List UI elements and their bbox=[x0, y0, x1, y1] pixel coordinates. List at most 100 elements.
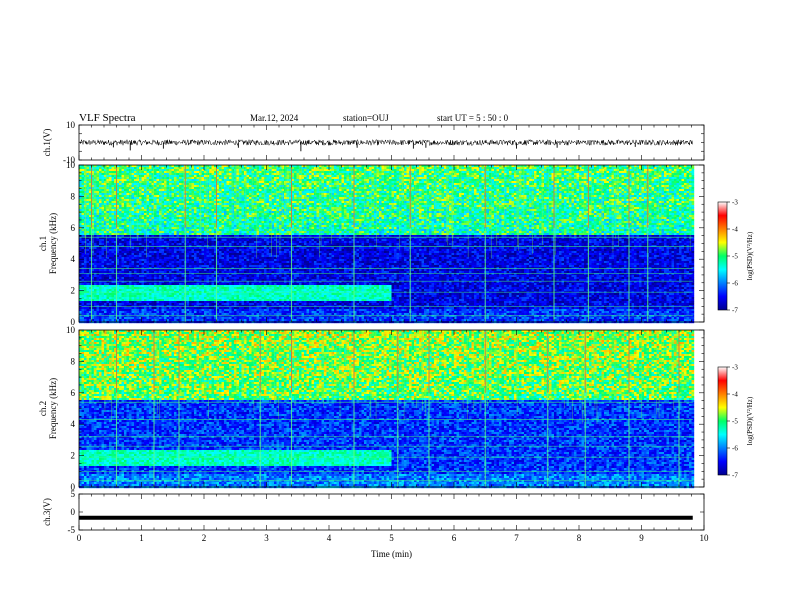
spectrogram-cell bbox=[101, 311, 105, 314]
spectrogram-cell bbox=[196, 319, 200, 322]
spectrogram-cell bbox=[96, 191, 100, 194]
spectrogram-cell bbox=[161, 267, 165, 270]
spectrogram-cell bbox=[176, 319, 180, 322]
spectrogram-cell bbox=[104, 255, 107, 258]
spectrogram-cell bbox=[231, 217, 235, 220]
spectrogram-cell bbox=[176, 247, 180, 250]
spectrogram-cell bbox=[186, 285, 190, 288]
spectrogram-cell bbox=[91, 313, 95, 316]
spectrogram-cell bbox=[131, 265, 135, 268]
spectrogram-cell bbox=[191, 237, 195, 240]
spectrogram-cell bbox=[84, 315, 87, 318]
spectrogram-cell bbox=[221, 167, 225, 170]
spectrogram-cell bbox=[159, 241, 162, 244]
spectrogram-cell bbox=[159, 253, 162, 256]
spectrogram-cell bbox=[101, 239, 105, 242]
spectrogram-cell bbox=[104, 199, 107, 202]
spectrogram-cell bbox=[166, 183, 170, 186]
spectrogram-cell bbox=[116, 275, 120, 278]
spectrogram-cell bbox=[226, 287, 230, 290]
spectrogram-cell bbox=[111, 209, 115, 212]
spectrogram-cell bbox=[109, 209, 112, 212]
spectrogram-cell bbox=[111, 213, 115, 216]
spectrogram-cell bbox=[151, 253, 155, 256]
spectrogram-cell bbox=[214, 269, 217, 272]
spectrogram-cell bbox=[181, 237, 185, 240]
spectrogram-cell bbox=[146, 227, 150, 230]
spectrogram-cell bbox=[226, 241, 230, 244]
spectrogram-cell bbox=[164, 319, 167, 322]
spectrogram-cell bbox=[229, 211, 232, 214]
spectrogram-cell bbox=[79, 237, 82, 240]
spectrogram-cell bbox=[176, 249, 180, 252]
spectrogram-cell bbox=[114, 245, 117, 248]
spectrogram-cell bbox=[91, 311, 95, 314]
spectrogram-cell bbox=[99, 189, 102, 192]
spectrogram-cell bbox=[204, 295, 207, 298]
spectrogram-cell bbox=[186, 315, 190, 318]
spectrogram-cell bbox=[136, 193, 140, 196]
spectrogram-cell bbox=[171, 179, 175, 182]
spectrogram-cell bbox=[169, 279, 172, 282]
spectrogram-cell bbox=[116, 225, 120, 228]
spectrogram-cell bbox=[144, 287, 147, 290]
spectrogram-cell bbox=[211, 205, 215, 208]
spectrogram-cell bbox=[116, 265, 120, 268]
spectrogram-cell bbox=[189, 211, 192, 214]
spectrogram-cell bbox=[109, 319, 112, 322]
spectrogram-cell bbox=[141, 191, 145, 194]
spectrogram-cell bbox=[214, 267, 217, 270]
spectrogram-cell bbox=[116, 285, 120, 288]
spectrogram-cell bbox=[211, 213, 215, 216]
spectrogram-cell bbox=[201, 315, 205, 318]
spectrogram-cell bbox=[191, 207, 195, 210]
spectrogram-cell bbox=[126, 223, 130, 226]
spectrogram-cell bbox=[181, 187, 185, 190]
spectrogram-cell bbox=[139, 243, 142, 246]
spectrogram-cell bbox=[209, 215, 212, 218]
spectrogram-cell bbox=[219, 241, 222, 244]
spectrogram-cell bbox=[119, 191, 122, 194]
spectrogram-cell bbox=[181, 243, 185, 246]
spectrogram-cell bbox=[204, 265, 207, 268]
spectrogram-cell bbox=[119, 171, 122, 174]
spectrogram-cell bbox=[181, 315, 185, 318]
spectrogram-cell bbox=[141, 287, 145, 290]
spectrogram-cell bbox=[101, 175, 105, 178]
spectrogram-cell bbox=[154, 261, 157, 264]
spectrogram-cell bbox=[211, 265, 215, 268]
spectrogram-cell bbox=[201, 223, 205, 226]
spectrogram-cell bbox=[111, 289, 115, 292]
spectrogram-cell bbox=[179, 229, 182, 232]
spectrogram-cell bbox=[146, 241, 150, 244]
spectrogram-cell bbox=[214, 299, 217, 302]
spectrogram-cell bbox=[216, 301, 220, 304]
spectrogram-cell bbox=[151, 247, 155, 250]
spectrogram-cell bbox=[191, 253, 195, 256]
spectrogram-cell bbox=[164, 303, 167, 306]
spectrogram-cell bbox=[194, 247, 197, 250]
spectrogram-cell bbox=[104, 273, 107, 276]
spectrogram-cell bbox=[124, 203, 127, 206]
spectrogram-cell bbox=[134, 221, 137, 224]
spectrogram-cell bbox=[134, 225, 137, 228]
spectrogram-cell bbox=[209, 267, 212, 270]
spectrogram-cell bbox=[209, 231, 212, 234]
spectrogram-cell bbox=[104, 187, 107, 190]
spectrogram-cell bbox=[151, 227, 155, 230]
spectrogram-cell bbox=[116, 205, 120, 208]
spectrogram-cell bbox=[214, 221, 217, 224]
spectrogram-cell bbox=[114, 173, 117, 176]
spectrogram-cell bbox=[149, 171, 152, 174]
spectrogram-cell bbox=[189, 303, 192, 306]
station-label: station=OUJ bbox=[343, 113, 389, 123]
spectrogram-cell bbox=[201, 209, 205, 212]
spectrogram-cell bbox=[166, 229, 170, 232]
spectrogram-cell bbox=[151, 175, 155, 178]
spectrogram-cell bbox=[206, 275, 210, 278]
spectrogram-cell bbox=[174, 319, 177, 322]
spectrogram-cell bbox=[219, 193, 222, 196]
spectrogram-cell bbox=[99, 213, 102, 216]
spectrogram-cell bbox=[204, 167, 207, 170]
spectrogram-cell bbox=[119, 165, 122, 168]
